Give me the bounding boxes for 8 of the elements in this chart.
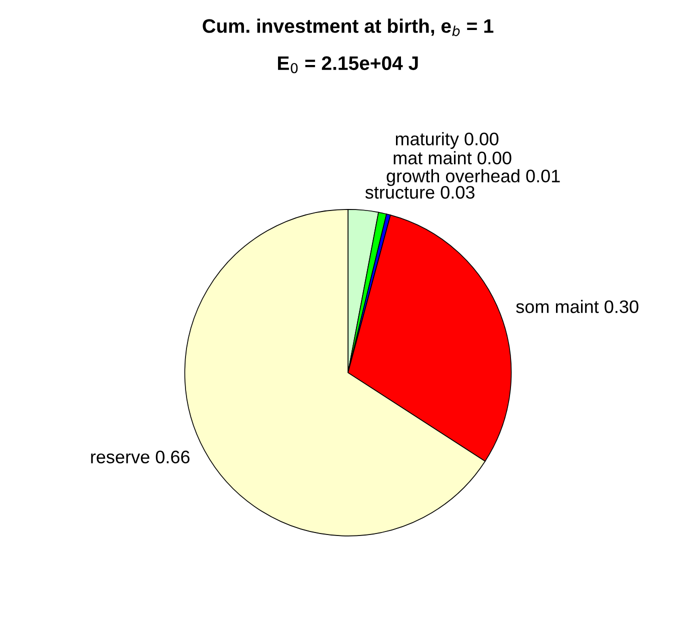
slice-label: structure 0.03 — [365, 186, 474, 199]
slice-label: reserve 0.66 — [91, 450, 190, 464]
slice-label: som maint 0.30 — [516, 300, 638, 314]
chart-title: Cum. investment at birth, e$_{b}$ = 1 — [202, 18, 494, 36]
slice-label: growth overhead 0.01 — [386, 169, 560, 186]
category-label: maturity 0.00 — [396, 132, 498, 149]
chart-subtitle: E$_{0}$ = 2.15e+04 J — [278, 56, 418, 74]
slice-label: mat maint 0.00 — [394, 151, 512, 164]
